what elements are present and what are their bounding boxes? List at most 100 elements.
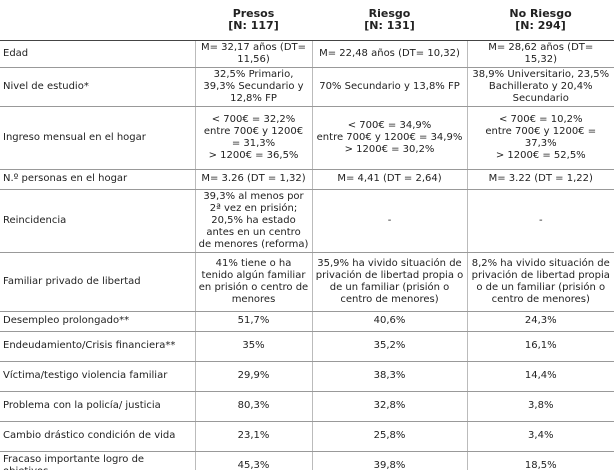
- header-title: No Riesgo: [509, 6, 572, 20]
- row-label: Víctima/testigo violencia familiar: [0, 361, 195, 392]
- cell-line: 35,2%: [373, 340, 406, 351]
- cell: 38,3%: [311, 361, 467, 392]
- row-label: Nivel de estudio*: [0, 67, 195, 107]
- table-row: Ingreso mensual en el hogar < 700€ = 32,2…: [0, 106, 614, 170]
- cell: M= 22,48 años (DT= 10,32): [311, 40, 467, 68]
- cell: 35%: [194, 331, 312, 362]
- cell-line: > 1200€ = 52,5%: [495, 149, 586, 161]
- row-label: Ingreso mensual en el hogar: [0, 106, 195, 170]
- cell-line: 14,4%: [524, 370, 557, 381]
- cell-line: < 700€ = 32,2%: [211, 113, 296, 125]
- cell: 35,2%: [311, 331, 467, 362]
- row-label: Familiar privado de libertad: [0, 252, 195, 312]
- cell-line: 32,5% Primario, 39,3% Secundario y 12,8%…: [203, 68, 304, 104]
- cell: 14,4%: [466, 361, 614, 392]
- table-row: Problema con la policía/ justicia 80,3% 32…: [0, 391, 614, 422]
- cell: < 700€ = 34,9% entre 700€ y 1200€ = 34,9%…: [311, 106, 467, 170]
- cell-line: M= 3.22 (DT = 1,22): [488, 173, 593, 184]
- column-header: No Riesgo [N: 294]: [467, 0, 614, 41]
- cell-line: M= 32,17 años (DT= 11,56): [200, 41, 307, 65]
- row-label: Desempleo prolongado**: [0, 311, 195, 332]
- cell: M= 4,41 (DT = 2,64): [311, 169, 467, 190]
- table-row: Cambio drástico condición de vida 23,1% 25…: [0, 421, 614, 452]
- cell-line: 45,3%: [237, 460, 270, 470]
- cell: 8,2% ha vivido situación de privación de…: [466, 252, 614, 312]
- cell: 16,1%: [466, 331, 614, 362]
- cell: M= 3.26 (DT = 1,32): [194, 169, 312, 190]
- cell-line: entre 700€ y 1200€ = 31,3%: [203, 125, 304, 149]
- cell-line: -: [387, 214, 392, 226]
- cell-line: 29,9%: [237, 370, 270, 381]
- header-n: [N: 117]: [228, 18, 279, 32]
- cell: 80,3%: [194, 391, 312, 422]
- cell-line: entre 700€ y 1200€ = 37,3%: [485, 125, 597, 149]
- cell: M= 28,62 años (DT= 15,32): [466, 40, 614, 68]
- cell-line: M= 3.26 (DT = 1,32): [201, 173, 306, 184]
- row-label: Reincidencia: [0, 189, 195, 253]
- row-label: Problema con la policía/ justicia: [0, 391, 195, 422]
- cell-line: > 1200€ = 36,5%: [208, 149, 299, 161]
- cell: 45,3%: [194, 451, 312, 470]
- cell-line: -: [538, 214, 543, 226]
- cell-line: 16,1%: [524, 340, 557, 351]
- cell-line: 51,7%: [237, 315, 270, 326]
- cell-line: < 700€ = 10,2%: [498, 113, 583, 125]
- cell-line: 39,3% al menos por 2ª vez en prisión; 20…: [198, 190, 309, 250]
- cell: 38,9% Universitario, 23,5% Bachillerato …: [466, 67, 614, 107]
- header-n: [N: 294]: [515, 18, 566, 32]
- cell-line: 41% tiene o ha tenido algún familiar en …: [198, 257, 309, 305]
- cell-line: > 1200€ = 30,2%: [344, 143, 435, 155]
- cell-line: 38,3%: [373, 370, 406, 381]
- cell: < 700€ = 32,2% entre 700€ y 1200€ = 31,3%…: [194, 106, 312, 170]
- cell: 39,8%: [311, 451, 467, 470]
- row-label: N.º personas en el hogar: [0, 169, 195, 190]
- cell: 3,8%: [466, 391, 614, 422]
- cell-line: 3,4%: [528, 430, 554, 441]
- cell-line: < 700€ = 34,9%: [347, 119, 432, 131]
- cell-line: 39,8%: [373, 460, 406, 470]
- cell-line: 80,3%: [237, 400, 270, 411]
- header-title: Riesgo: [368, 6, 411, 20]
- table-row: Endeudamiento/Crisis financiera** 35% 35,2…: [0, 331, 614, 362]
- cell-line: entre 700€ y 1200€ = 34,9%: [316, 131, 463, 143]
- cell: 41% tiene o ha tenido algún familiar en …: [194, 252, 312, 312]
- cell: M= 3.22 (DT = 1,22): [466, 169, 614, 190]
- row-label: Fracaso importante logro de objetivos: [0, 451, 195, 470]
- cell-line: 70% Secundario y 13,8% FP: [319, 80, 460, 92]
- table-row: Desempleo prolongado** 51,7% 40,6% 24,3%: [0, 311, 614, 332]
- table-row: Edad M= 32,17 años (DT= 11,56) M= 22,48 añ…: [0, 40, 614, 68]
- row-label: Cambio drástico condición de vida: [0, 421, 195, 452]
- cell-line: 3,8%: [528, 400, 554, 411]
- corner: [0, 0, 195, 41]
- cell-line: M= 4,41 (DT = 2,64): [337, 173, 442, 184]
- cell: 70% Secundario y 13,8% FP: [311, 67, 467, 107]
- column-header: Riesgo [N: 131]: [312, 0, 467, 41]
- cell-line: M= 22,48 años (DT= 10,32): [319, 47, 460, 59]
- cell: 25,8%: [311, 421, 467, 452]
- cell-line: 35%: [242, 340, 265, 351]
- cell: 32,8%: [311, 391, 467, 422]
- row-label: Edad: [0, 40, 195, 68]
- cell: M= 32,17 años (DT= 11,56): [194, 40, 312, 68]
- table-row: Fracaso importante logro de objetivos 45,…: [0, 451, 614, 470]
- cell: 18,5%: [466, 451, 614, 470]
- cell: < 700€ = 10,2% entre 700€ y 1200€ = 37,3%…: [466, 106, 614, 170]
- table-row: Nivel de estudio* 32,5% Primario, 39,3% S…: [0, 67, 614, 107]
- cell: 23,1%: [194, 421, 312, 452]
- table-row: Reincidencia 39,3% al menos por 2ª vez en…: [0, 189, 614, 253]
- cell-line: 35,9% ha vivido situación de privación d…: [315, 257, 464, 305]
- column-header: Presos [N: 117]: [195, 0, 312, 41]
- cell: 35,9% ha vivido situación de privación d…: [311, 252, 467, 312]
- header-row: Presos [N: 117] Riesgo [N: 131] No Riesgo [N:…: [0, 0, 614, 41]
- cell: 39,3% al menos por 2ª vez en prisión; 20…: [194, 189, 312, 253]
- row-label: Endeudamiento/Crisis financiera**: [0, 331, 195, 362]
- cell-line: 23,1%: [237, 430, 270, 441]
- cell-line: 25,8%: [373, 430, 406, 441]
- cell-line: M= 28,62 años (DT= 15,32): [488, 41, 594, 65]
- cell: 51,7%: [194, 311, 312, 332]
- cell: -: [311, 189, 467, 253]
- header-title: Presos: [232, 6, 275, 20]
- cell-line: 24,3%: [524, 315, 557, 326]
